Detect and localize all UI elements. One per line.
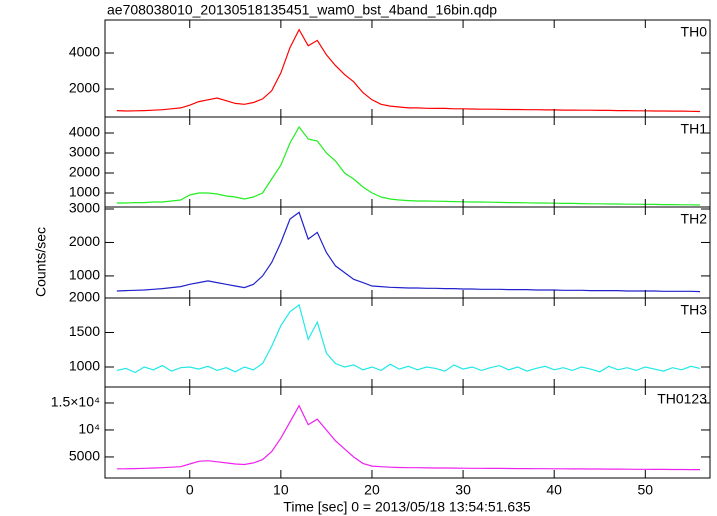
panel-label: TH3 xyxy=(681,302,708,318)
light-curve xyxy=(116,303,701,374)
chart-title: ae708038010_20130518135451_wam0_bst_4ban… xyxy=(107,2,497,18)
panel-label: TH0 xyxy=(681,24,708,40)
light-curve xyxy=(116,28,701,113)
light-curve xyxy=(116,211,701,293)
y-tick-label: 2000 xyxy=(69,80,100,96)
y-tick-label: 2000 xyxy=(69,164,100,180)
x-tick-label: 30 xyxy=(455,482,471,498)
y-tick-label: 2000 xyxy=(69,289,100,305)
y-tick-label: 3000 xyxy=(69,144,100,160)
light-curve xyxy=(116,125,701,206)
x-axis-label: Time [sec] 0 = 2013/05/18 13:54:51.635 xyxy=(283,499,531,515)
x-tick-label: 10 xyxy=(273,482,289,498)
panel-label: TH0123 xyxy=(657,391,707,407)
y-tick-label: 5000 xyxy=(69,448,100,464)
x-tick-label: 0 xyxy=(186,482,194,498)
x-tick-label: 40 xyxy=(546,482,562,498)
y-tick-label: 4000 xyxy=(69,124,100,140)
y-tick-label: 2000 xyxy=(69,233,100,249)
y-tick-label: 4000 xyxy=(69,44,100,60)
y-tick-label: 1000 xyxy=(69,267,100,283)
panel-label: TH1 xyxy=(681,121,708,137)
x-tick-label: 50 xyxy=(638,482,654,498)
x-tick-label: 20 xyxy=(364,482,380,498)
y-tick-label: 3000 xyxy=(69,200,100,216)
y-tick-label: 1000 xyxy=(69,358,100,374)
y-tick-label: 1500 xyxy=(69,323,100,339)
panel-frame xyxy=(104,206,711,299)
y-tick-label: 10⁴ xyxy=(78,421,100,437)
light-curve xyxy=(116,404,700,471)
panel-frame xyxy=(104,386,711,479)
y-tick-label: 1.5×10⁴ xyxy=(51,394,100,410)
y-tick-label: 1000 xyxy=(69,184,100,200)
panel-label: TH2 xyxy=(681,211,708,227)
panel-frame xyxy=(104,297,711,388)
y-axis-label: Counts/sec xyxy=(33,227,49,297)
